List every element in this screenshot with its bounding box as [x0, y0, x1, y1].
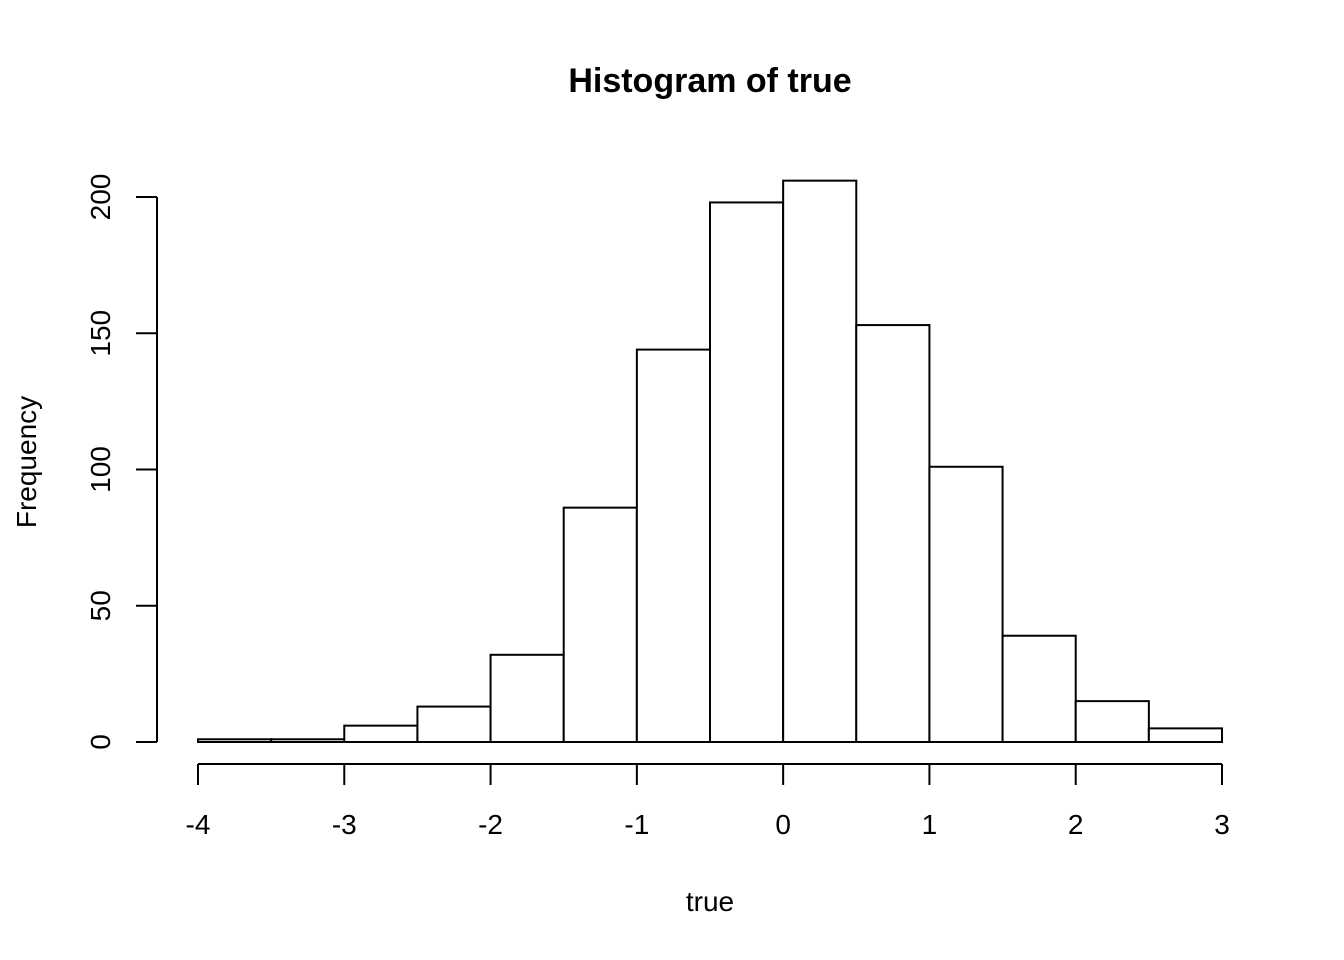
x-tick-label: 1 [922, 809, 938, 840]
y-tick-label: 150 [85, 310, 116, 357]
histogram-bar [416, 705, 492, 744]
histogram-bar [1147, 727, 1224, 743]
histogram-bar [197, 738, 273, 744]
y-tick-label: 50 [85, 590, 116, 621]
x-tick-label: -1 [624, 809, 649, 840]
histogram-bar [855, 324, 931, 743]
histogram-bar [562, 506, 638, 743]
histogram-bar [1074, 700, 1150, 743]
histogram-bar [1001, 634, 1077, 743]
x-tick-label: 3 [1214, 809, 1230, 840]
y-axis: 0 50 100 150 200 [85, 174, 158, 750]
histogram-bar [270, 738, 346, 744]
y-tick-label: 0 [85, 734, 116, 750]
x-tick-label: -4 [186, 809, 211, 840]
x-tick-label: 0 [775, 809, 791, 840]
y-axis-label: Frequency [11, 396, 42, 528]
y-tick-label: 200 [85, 174, 116, 221]
x-tick-label: -3 [332, 809, 357, 840]
histogram-bar [635, 348, 711, 743]
x-tick-label: 2 [1068, 809, 1084, 840]
histogram-bar [709, 201, 785, 743]
y-tick-label: 100 [85, 446, 116, 493]
x-tick-label: -2 [478, 809, 503, 840]
histogram-bar [928, 465, 1004, 743]
histogram-bar [489, 653, 565, 743]
bars-group [197, 179, 1224, 744]
x-axis: -4 -3 -2 -1 0 1 2 3 [186, 763, 1230, 840]
histogram-bar [782, 179, 858, 743]
histogram-bar [343, 724, 419, 744]
chart-title: Histogram of true [568, 62, 851, 100]
x-axis-label: true [686, 886, 734, 917]
